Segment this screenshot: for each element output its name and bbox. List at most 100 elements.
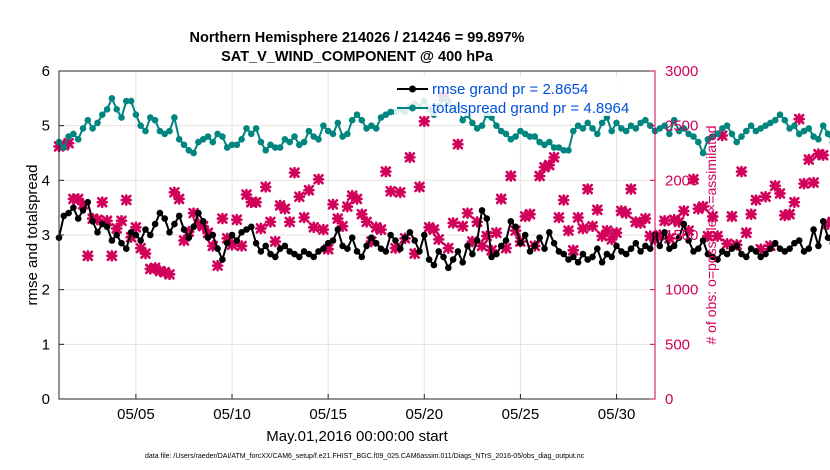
obs-point xyxy=(601,224,613,237)
series-totalspread-point xyxy=(372,125,380,132)
series-rmse-point xyxy=(127,229,135,236)
obs-point xyxy=(120,194,133,206)
series-totalspread-point xyxy=(310,133,318,140)
y-tick-label: 6 xyxy=(42,63,50,80)
series-rmse-point xyxy=(281,242,289,250)
series-totalspread-point xyxy=(795,130,803,138)
series-totalspread-point xyxy=(123,97,130,105)
series-totalspread-point xyxy=(348,116,356,124)
obs-point xyxy=(341,200,354,213)
series-rmse-point xyxy=(637,248,644,255)
x-tick-label: 05/30 xyxy=(598,406,636,423)
series-totalspread-point xyxy=(517,127,524,135)
series-rmse-point xyxy=(204,234,212,241)
obs-point xyxy=(581,183,594,195)
obs-point xyxy=(505,170,517,182)
series-totalspread-point xyxy=(675,127,683,135)
series-totalspread-point xyxy=(685,130,692,138)
series-rmse-point xyxy=(646,245,654,252)
obs-point xyxy=(793,113,805,125)
series-rmse-point xyxy=(70,204,77,211)
obs-point xyxy=(548,151,560,164)
series-rmse-point xyxy=(103,223,111,231)
series-rmse-point xyxy=(507,218,515,225)
series-rmse-point xyxy=(137,237,144,244)
left-axis-ticks: 0 1 2 3 4 5 6 xyxy=(42,63,64,408)
series-rmse-point xyxy=(781,248,789,255)
series-rmse-point xyxy=(363,242,370,250)
series-rmse-point xyxy=(334,226,342,233)
series-totalspread-point xyxy=(670,116,678,124)
obs-point xyxy=(240,188,253,201)
series-rmse-point xyxy=(791,239,798,247)
series-totalspread-point xyxy=(199,136,207,143)
obs-point xyxy=(774,187,786,200)
series-totalspread-point xyxy=(521,130,529,138)
series-rmse-point xyxy=(142,226,149,233)
obs-point xyxy=(461,207,474,219)
series-rmse-point xyxy=(377,245,385,252)
series-totalspread-point xyxy=(695,138,702,146)
y2-axis-label: # of obs: o=possible; ×=assimilated xyxy=(703,125,719,344)
obs-point xyxy=(413,181,426,193)
legend-rmse-label: rmse grand pr = 2.8654 xyxy=(432,81,588,98)
series-totalspread-point xyxy=(560,147,567,154)
obs-point xyxy=(77,198,89,211)
series-totalspread-point xyxy=(305,127,313,135)
series-totalspread-point xyxy=(555,144,563,151)
series-totalspread-point xyxy=(767,119,774,127)
obs-point xyxy=(197,220,209,233)
obs-point xyxy=(96,196,109,208)
obs-point xyxy=(658,214,671,227)
series-rmse-point xyxy=(416,248,423,255)
series-totalspread-point xyxy=(118,114,125,121)
obs-point xyxy=(288,166,301,179)
series-rmse-point xyxy=(473,237,481,244)
series-totalspread-point xyxy=(142,127,149,135)
series-totalspread-point xyxy=(656,125,664,132)
series-totalspread-point xyxy=(272,144,279,151)
series-totalspread-point xyxy=(661,122,668,129)
series-totalspread-point xyxy=(339,133,346,140)
obs-point xyxy=(62,137,75,149)
obs-point xyxy=(716,129,729,142)
series-totalspread-point xyxy=(262,147,270,154)
series-totalspread-point xyxy=(180,141,188,149)
obs-point xyxy=(721,237,733,250)
legend-spread-marker xyxy=(409,104,416,112)
obs-point xyxy=(250,196,262,208)
right-axis-ticks: 0 500 1000 1500 2000 2500 3000 xyxy=(650,63,698,408)
series-rmse-point xyxy=(84,198,92,206)
series-totalspread-point xyxy=(714,130,721,138)
obs-point xyxy=(610,227,623,239)
obs-point xyxy=(711,230,724,242)
series-rmse-point xyxy=(60,212,68,220)
obs-point xyxy=(783,208,796,221)
series-rmse-point xyxy=(584,256,591,263)
obs-point xyxy=(692,202,705,215)
series-totalspread-point xyxy=(108,95,116,102)
series-rmse-point xyxy=(454,248,462,255)
series-rmse-point xyxy=(618,248,625,255)
series-totalspread-point xyxy=(507,136,515,143)
series-totalspread-point xyxy=(257,138,265,146)
obs-point xyxy=(255,222,267,235)
chart-title: Northern Hemisphere 214026 / 214246 = 99… xyxy=(190,30,525,46)
obs-point xyxy=(673,216,685,228)
series-rmse-point xyxy=(387,231,394,239)
series-rmse-point xyxy=(762,250,769,258)
series-rmse-point xyxy=(79,207,87,214)
series-totalspread-point xyxy=(570,127,577,135)
series-rmse-point xyxy=(733,242,740,250)
series-totalspread-point xyxy=(84,116,92,124)
series-rmse-point xyxy=(397,245,404,252)
obs-point xyxy=(336,220,349,233)
series-totalspread-point xyxy=(584,119,591,127)
obs-point xyxy=(639,212,652,225)
obs-point xyxy=(625,183,637,195)
series-rmse-point xyxy=(305,250,313,258)
obs-point xyxy=(211,259,224,272)
y-tick-label: 4 xyxy=(42,172,50,189)
series-totalspread-point xyxy=(60,144,68,151)
series-rmse-point xyxy=(608,253,615,261)
